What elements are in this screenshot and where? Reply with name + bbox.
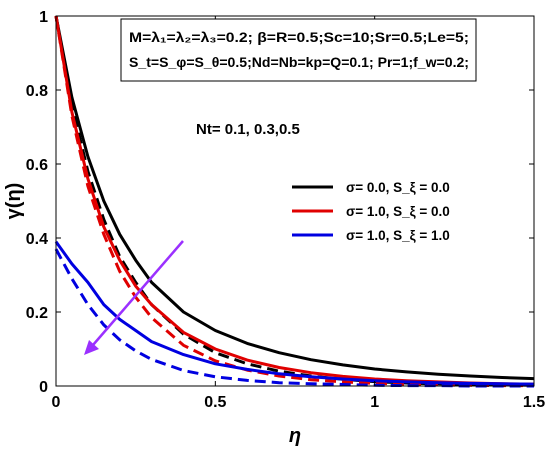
parameter-line-2: S_t=S_φ=S_θ=0.5;Nd=Nb=kp=Q=0.1; Pr=1;f_w… [129,55,469,70]
y-tick-label-2: 0.4 [26,231,48,248]
legend-label-1: σ= 0.0, S_ξ = 0.0 [346,180,450,195]
y-axis-label: γ(η) [3,183,25,220]
series-line-1-solid [54,15,535,381]
trend-arrow-line [92,240,184,346]
series-layer [54,15,535,388]
legend-label-3: σ= 1.0, S_ξ = 1.0 [346,228,450,243]
x-tick-label-3: 1.5 [523,394,545,411]
x-axis-label: η [289,425,301,447]
x-tick-label-2: 1 [370,394,379,411]
trend-arrow [84,240,184,355]
nt-annotation: Nt= 0.1, 0.3,0.5 [196,121,300,138]
parameter-box-frame [120,18,477,82]
y-tick-label-1: 0.2 [26,305,48,322]
y-tick-label-4: 0.8 [26,83,48,100]
x-tick-label-1: 0.5 [204,394,226,411]
y-tick-label-5: 1 [39,9,48,26]
parameter-box: M=λ₁=λ₂=λ₃=0.2; β=R=0.5;Sc=10;Sr=0.5;Le=… [120,18,477,82]
legend: σ= 0.0, S_ξ = 0.0 σ= 1.0, S_ξ = 0.0 σ= 1.0… [282,172,482,246]
trend-arrow-head [84,340,99,355]
parameter-line-1: M=λ₁=λ₂=λ₃=0.2; β=R=0.5;Sc=10;Sr=0.5;Le=… [129,30,469,45]
plot-frame [55,15,535,387]
series-line-5-solid [54,240,535,386]
y-tick-label-0: 0 [39,379,48,396]
x-tick-label-0: 0 [52,394,61,411]
series-line-6-dashed [54,248,534,388]
legend-label-2: σ= 1.0, S_ξ = 0.0 [346,204,450,219]
y-tick-label-3: 0.6 [26,157,48,174]
ticks-layer: 0 0.5 1 1.5 0 0.2 0.4 0.6 0.8 1 [26,9,545,411]
